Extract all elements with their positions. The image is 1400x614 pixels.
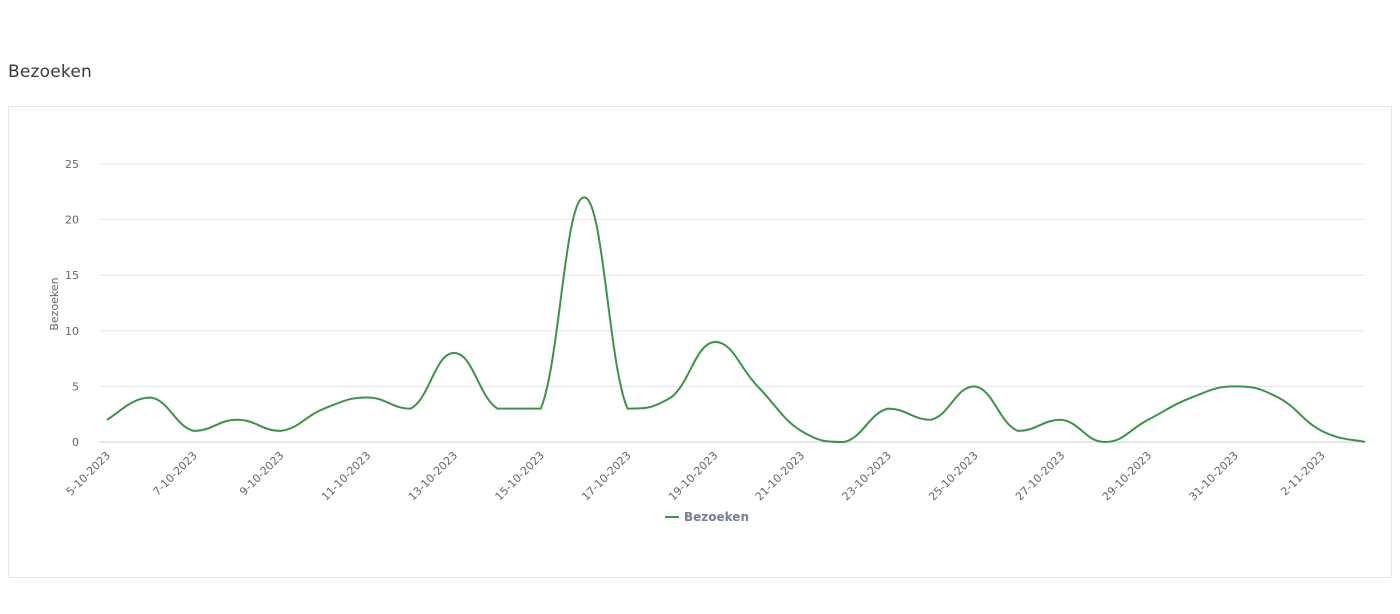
x-tick-label: 17-10-2023: [579, 449, 633, 503]
x-tick-label: 11-10-2023: [319, 449, 373, 503]
series-line-bezoeken: [106, 196, 1366, 444]
y-tick-label: 20: [65, 214, 79, 227]
x-tick-label: 15-10-2023: [493, 449, 547, 503]
page-title: Bezoeken: [8, 62, 92, 82]
x-axis-ticks: 5-10-2023 7-10-2023 9-10-2023 11-10-2023 13-…: [64, 449, 1328, 503]
x-tick-label: 7-10-2023: [150, 449, 199, 498]
y-axis-label: Bezoeken: [48, 277, 61, 330]
x-tick-label: 29-10-2023: [1100, 449, 1154, 503]
x-tick-label: 23-10-2023: [840, 449, 894, 503]
x-tick-label: 9-10-2023: [237, 449, 286, 498]
grid-lines: [99, 163, 1365, 443]
legend-label: Bezoeken: [684, 510, 749, 524]
x-tick-label: 27-10-2023: [1013, 449, 1067, 503]
x-tick-label: 31-10-2023: [1187, 449, 1241, 503]
chart-card: 0 5 10 15 20 25 5-10-2023 7-10-2023 9-10-2023 11…: [8, 106, 1392, 578]
y-tick-label: 5: [72, 380, 79, 393]
y-tick-label: 0: [72, 436, 79, 449]
y-tick-label: 15: [65, 269, 79, 282]
x-tick-label: 13-10-2023: [406, 449, 460, 503]
y-axis-ticks: 0 5 10 15 20 25: [65, 158, 79, 449]
y-tick-label: 25: [65, 158, 79, 171]
legend[interactable]: Bezoeken: [665, 510, 749, 524]
y-tick-label: 10: [65, 325, 79, 338]
x-tick-label: 2-11-2023: [1278, 449, 1327, 498]
x-tick-label: 19-10-2023: [666, 449, 720, 503]
visits-line-chart: 0 5 10 15 20 25 5-10-2023 7-10-2023 9-10-2023 11…: [48, 158, 1366, 524]
x-tick-label: 5-10-2023: [64, 449, 113, 498]
x-tick-label: 21-10-2023: [753, 449, 807, 503]
x-tick-label: 25-10-2023: [926, 449, 980, 503]
